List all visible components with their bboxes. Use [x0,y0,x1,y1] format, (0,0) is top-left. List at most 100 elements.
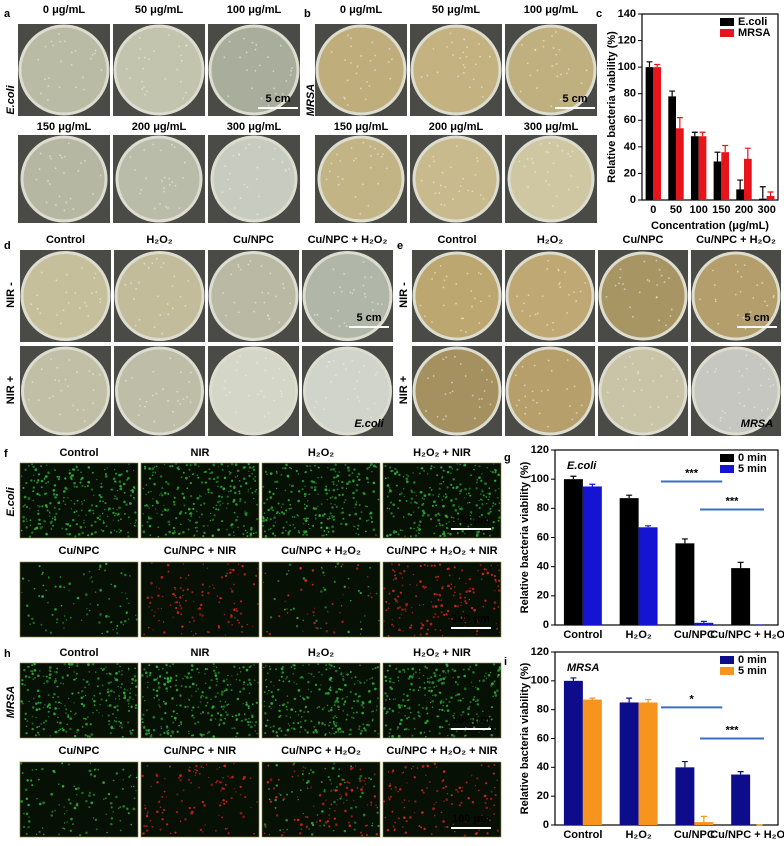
cell-dot [41,827,44,829]
bar [638,527,658,625]
cell-dot [485,496,488,498]
cell-dot [67,715,70,718]
colony [37,399,40,402]
bar [690,136,699,200]
cell-dot [359,681,362,684]
cell-dot [265,678,267,681]
cell-dot [369,465,371,467]
cell-dot [383,587,386,590]
cell-dot [481,490,484,493]
colony [141,88,144,91]
cell-dot [83,519,85,522]
cell-dot [155,665,159,669]
cell-dot [430,489,433,491]
cell-dot [212,463,216,467]
colony [466,272,469,275]
cell-dot [393,529,396,533]
cell-dot [163,808,166,811]
cell-dot [491,528,494,531]
cell-dot [113,584,117,588]
cell-dot [277,579,280,583]
cell-dot [212,478,216,481]
cell-dot [148,605,151,608]
cell-dot [229,473,231,475]
colony [571,418,574,421]
cell-dot [492,502,495,505]
x-tick-label: H₂O₂ [625,629,651,641]
colony [263,415,266,418]
colony [371,41,374,44]
cell-dot [406,565,409,568]
y-tick-label: 100 [531,473,549,485]
cell-dot [166,732,170,735]
cell-dot [107,694,111,697]
cell-dot [353,700,355,703]
cell-dot [456,468,459,471]
cell-dot [292,663,295,667]
cell-dot [21,679,24,682]
plate-label: 150 μg/mL [37,121,92,133]
cell-dot [189,464,192,466]
cell-dot [67,497,69,499]
colony [145,400,148,403]
cell-dot [278,727,282,730]
cell-dot [83,705,85,708]
cell-dot [308,672,310,675]
cell-dot [208,477,211,481]
cell-dot [472,671,475,674]
colony [565,72,568,75]
cell-dot [50,814,54,817]
cell-dot [483,794,487,798]
colony [279,390,282,393]
colony [152,370,155,373]
cell-dot [418,686,422,689]
cell-dot [285,818,288,822]
cell-dot [310,673,313,676]
cell-dot [437,495,440,498]
cell-dot [486,797,488,800]
image-label: Cu/NPC + H₂O₂ + NIR [386,545,497,557]
plate [208,24,300,116]
cell-dot [356,527,359,530]
column-label: H₂O₂ [146,234,172,246]
cell-dot [474,785,477,787]
cell-dot [452,478,455,481]
cell-dot [233,583,235,586]
colony [531,390,534,393]
cell-dot [234,616,236,619]
colony [67,301,70,304]
cell-dot [27,464,30,467]
cell-dot [256,732,259,735]
cell-dot [350,765,353,768]
cell-dot [47,716,50,718]
cell-dot [377,498,380,501]
cell-dot [439,678,443,681]
cell-dot [174,531,177,534]
cell-dot [166,690,168,692]
cell-dot [169,685,172,688]
colony [49,155,51,158]
cell-dot [490,564,493,567]
cell-dot [166,730,169,733]
cell-dot [367,594,370,597]
cell-dot [54,608,57,611]
colony [227,95,230,98]
cell-dot [120,518,122,521]
cell-dot [82,678,85,681]
cell-dot [405,500,408,502]
cell-dot [149,534,152,536]
cell-dot [421,509,425,513]
colony [91,292,93,295]
cell-dot [445,676,447,678]
cell-dot [188,475,191,478]
cell-dot [426,719,429,723]
cell-dot [157,608,159,610]
cell-dot [477,719,480,723]
colony [138,281,140,284]
cell-dot [490,470,492,472]
colony [724,411,726,414]
colony [527,294,530,297]
cell-dot [165,480,168,484]
cell-dot [402,668,405,672]
cell-dot [133,797,136,800]
